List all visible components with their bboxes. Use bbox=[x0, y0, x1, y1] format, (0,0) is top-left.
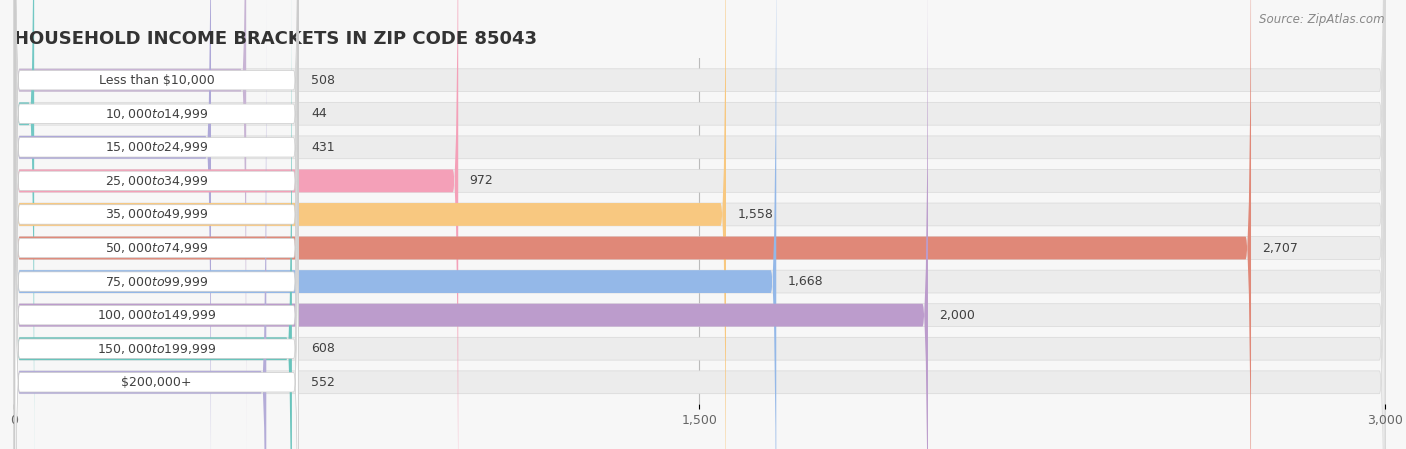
Text: 1,668: 1,668 bbox=[787, 275, 824, 288]
FancyBboxPatch shape bbox=[14, 0, 1385, 449]
FancyBboxPatch shape bbox=[14, 0, 1385, 449]
FancyBboxPatch shape bbox=[14, 0, 458, 449]
FancyBboxPatch shape bbox=[15, 0, 298, 449]
Text: $200,000+: $200,000+ bbox=[121, 376, 191, 389]
Text: 431: 431 bbox=[311, 141, 335, 154]
FancyBboxPatch shape bbox=[14, 0, 725, 449]
FancyBboxPatch shape bbox=[14, 0, 1385, 449]
Text: $35,000 to $49,999: $35,000 to $49,999 bbox=[105, 207, 208, 221]
FancyBboxPatch shape bbox=[14, 0, 211, 449]
Text: $10,000 to $14,999: $10,000 to $14,999 bbox=[105, 107, 208, 121]
FancyBboxPatch shape bbox=[14, 0, 1385, 449]
FancyBboxPatch shape bbox=[15, 56, 298, 449]
FancyBboxPatch shape bbox=[14, 0, 1385, 449]
FancyBboxPatch shape bbox=[15, 0, 298, 449]
Text: 2,707: 2,707 bbox=[1263, 242, 1298, 255]
Text: 508: 508 bbox=[311, 74, 335, 87]
Text: $25,000 to $34,999: $25,000 to $34,999 bbox=[105, 174, 208, 188]
FancyBboxPatch shape bbox=[14, 0, 776, 449]
Text: 552: 552 bbox=[311, 376, 335, 389]
FancyBboxPatch shape bbox=[14, 0, 1385, 449]
Text: $15,000 to $24,999: $15,000 to $24,999 bbox=[105, 141, 208, 154]
FancyBboxPatch shape bbox=[14, 0, 1385, 449]
FancyBboxPatch shape bbox=[15, 0, 298, 440]
Text: $50,000 to $74,999: $50,000 to $74,999 bbox=[105, 241, 208, 255]
Text: 972: 972 bbox=[470, 174, 494, 187]
FancyBboxPatch shape bbox=[14, 0, 1385, 449]
FancyBboxPatch shape bbox=[15, 0, 298, 449]
Text: Less than $10,000: Less than $10,000 bbox=[98, 74, 215, 87]
FancyBboxPatch shape bbox=[15, 0, 298, 449]
FancyBboxPatch shape bbox=[15, 0, 298, 449]
Text: $150,000 to $199,999: $150,000 to $199,999 bbox=[97, 342, 217, 356]
FancyBboxPatch shape bbox=[14, 0, 266, 449]
FancyBboxPatch shape bbox=[14, 0, 246, 449]
Text: 608: 608 bbox=[311, 342, 335, 355]
Text: Source: ZipAtlas.com: Source: ZipAtlas.com bbox=[1260, 13, 1385, 26]
Text: 1,558: 1,558 bbox=[737, 208, 773, 221]
FancyBboxPatch shape bbox=[14, 0, 1385, 449]
FancyBboxPatch shape bbox=[14, 0, 928, 449]
FancyBboxPatch shape bbox=[15, 0, 298, 406]
FancyBboxPatch shape bbox=[15, 23, 298, 449]
FancyBboxPatch shape bbox=[14, 0, 292, 449]
FancyBboxPatch shape bbox=[14, 0, 1385, 449]
Text: $75,000 to $99,999: $75,000 to $99,999 bbox=[105, 275, 208, 289]
Text: HOUSEHOLD INCOME BRACKETS IN ZIP CODE 85043: HOUSEHOLD INCOME BRACKETS IN ZIP CODE 85… bbox=[14, 31, 537, 48]
FancyBboxPatch shape bbox=[15, 0, 298, 449]
Text: 44: 44 bbox=[311, 107, 326, 120]
FancyBboxPatch shape bbox=[14, 0, 1251, 449]
Text: $100,000 to $149,999: $100,000 to $149,999 bbox=[97, 308, 217, 322]
Text: 2,000: 2,000 bbox=[939, 308, 976, 321]
FancyBboxPatch shape bbox=[14, 0, 34, 449]
